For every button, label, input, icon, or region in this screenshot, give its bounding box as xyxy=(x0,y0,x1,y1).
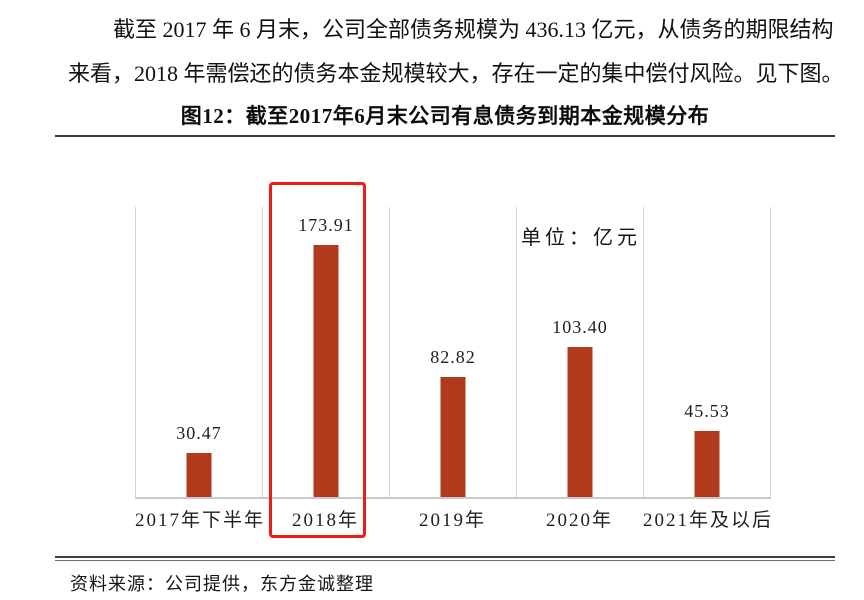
unit-label: 单位：亿元 xyxy=(521,227,641,249)
chart-plot-area: 30.47 173.91 82.82 103.40 45.53 xyxy=(135,207,771,499)
body-paragraph: 截至 2017 年 6 月末，公司全部债务规模为 436.13 亿元，从债务的期… xyxy=(68,8,844,96)
bar-value-label: 45.53 xyxy=(684,401,730,421)
bar-value-label: 173.91 xyxy=(298,215,354,235)
category-label: 2020年 xyxy=(545,510,613,531)
source-note: 资料来源：公司提供，东方金诚整理 xyxy=(70,574,374,594)
chart-bar xyxy=(694,431,720,497)
chart-column: 30.47 xyxy=(135,207,262,497)
chart-bar xyxy=(313,245,339,497)
paragraph-line-2: 来看，2018 年需偿还的债务本金规模较大，存在一定的集中偿付风险。见下图。 xyxy=(68,61,844,86)
bar-value-label: 103.40 xyxy=(552,317,608,337)
chart-column: 82.82 xyxy=(389,207,516,497)
category-label: 2019年 xyxy=(418,510,486,531)
bar-value-label: 30.47 xyxy=(176,423,222,443)
figure-title: 图12：截至2017年6月末公司有息债务到期本金规模分布 xyxy=(180,104,710,128)
chart-column: 45.53 xyxy=(643,207,770,497)
chart-bar xyxy=(440,377,466,497)
chart-bar xyxy=(186,453,212,497)
footer-divider xyxy=(55,556,835,561)
chart-column: 173.91 xyxy=(262,207,389,497)
category-label: 2017年下半年 xyxy=(135,510,266,531)
chart-bar xyxy=(567,347,593,497)
title-divider xyxy=(55,135,835,137)
category-label: 2021年及以后 xyxy=(643,510,774,531)
bar-value-label: 82.82 xyxy=(430,347,476,367)
paragraph-line-1: 截至 2017 年 6 月末，公司全部债务规模为 436.13 亿元，从债务的期… xyxy=(113,17,834,42)
highlight-box-2018 xyxy=(269,182,366,538)
chart-category-axis: 2017年下半年 2018年 2019年 2020年 2021年及以后 xyxy=(135,505,774,532)
category-label: 2018年 xyxy=(291,510,359,531)
chart-column: 103.40 xyxy=(516,207,643,497)
